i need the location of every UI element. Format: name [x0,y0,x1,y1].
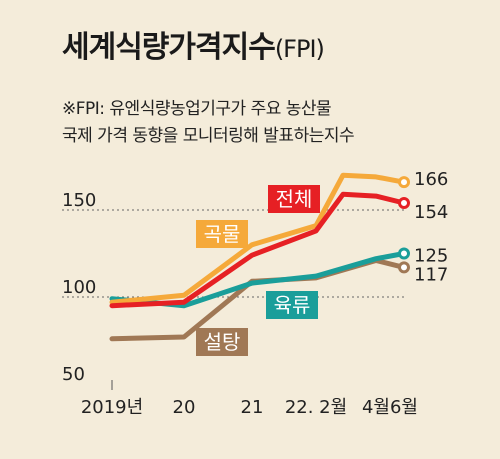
y-axis-ticks: 150 100 50 [62,190,96,385]
series-end-value: 166 [414,169,448,190]
y-tick-label: 50 [62,364,85,385]
x-axis-ticks: 2019년 20 21 22. 2월 4월 6월 [81,397,418,418]
x-tick-label: 20 [173,397,196,418]
series-label-box [196,220,248,248]
end-marker [398,176,410,189]
chart-title: 세계식량가격지수(FPI) [62,22,325,66]
x-tick-label: 21 [241,397,264,418]
y-tick-label: 150 [62,190,96,211]
chart-note-line-1: ※FPI: 유엔식량농업기구가 주요 농산물 [62,99,332,119]
chart-title-main: 세계식량가격지수 [62,30,276,65]
series-lines [109,172,410,342]
x-tick-label: 2019년 [81,397,143,418]
series-label: 곡물 [204,222,241,246]
chart-note-line-2: 국제 가격 동향을 모니터링해 발표하는지수 [62,126,355,146]
y-tick-label: 100 [62,277,96,298]
x-tick-label: 4월 [362,397,390,418]
series-label-box [266,291,318,319]
series-label: 육류 [274,293,311,317]
chart-note: ※FPI: 유엔식량농업기구가 주요 농산물 국제 가격 동향을 모니터링해 발… [62,96,462,150]
end-marker [398,261,410,274]
series-end-value: 125 [414,246,448,267]
series-label-box [268,185,320,213]
x-tick-label: 6월 [390,397,418,418]
x-tick-label: 22. 2월 [285,397,347,418]
series-label: 전체 [276,187,313,211]
series-end-value: 154 [414,202,448,223]
end-marker [398,197,410,210]
series-label-box [196,328,248,356]
chart-title-suffix: (FPI) [274,35,325,63]
end-marker [398,247,410,260]
series-line [109,191,407,309]
series-label: 설탕 [204,330,241,354]
series-end-value: 117 [414,264,448,285]
